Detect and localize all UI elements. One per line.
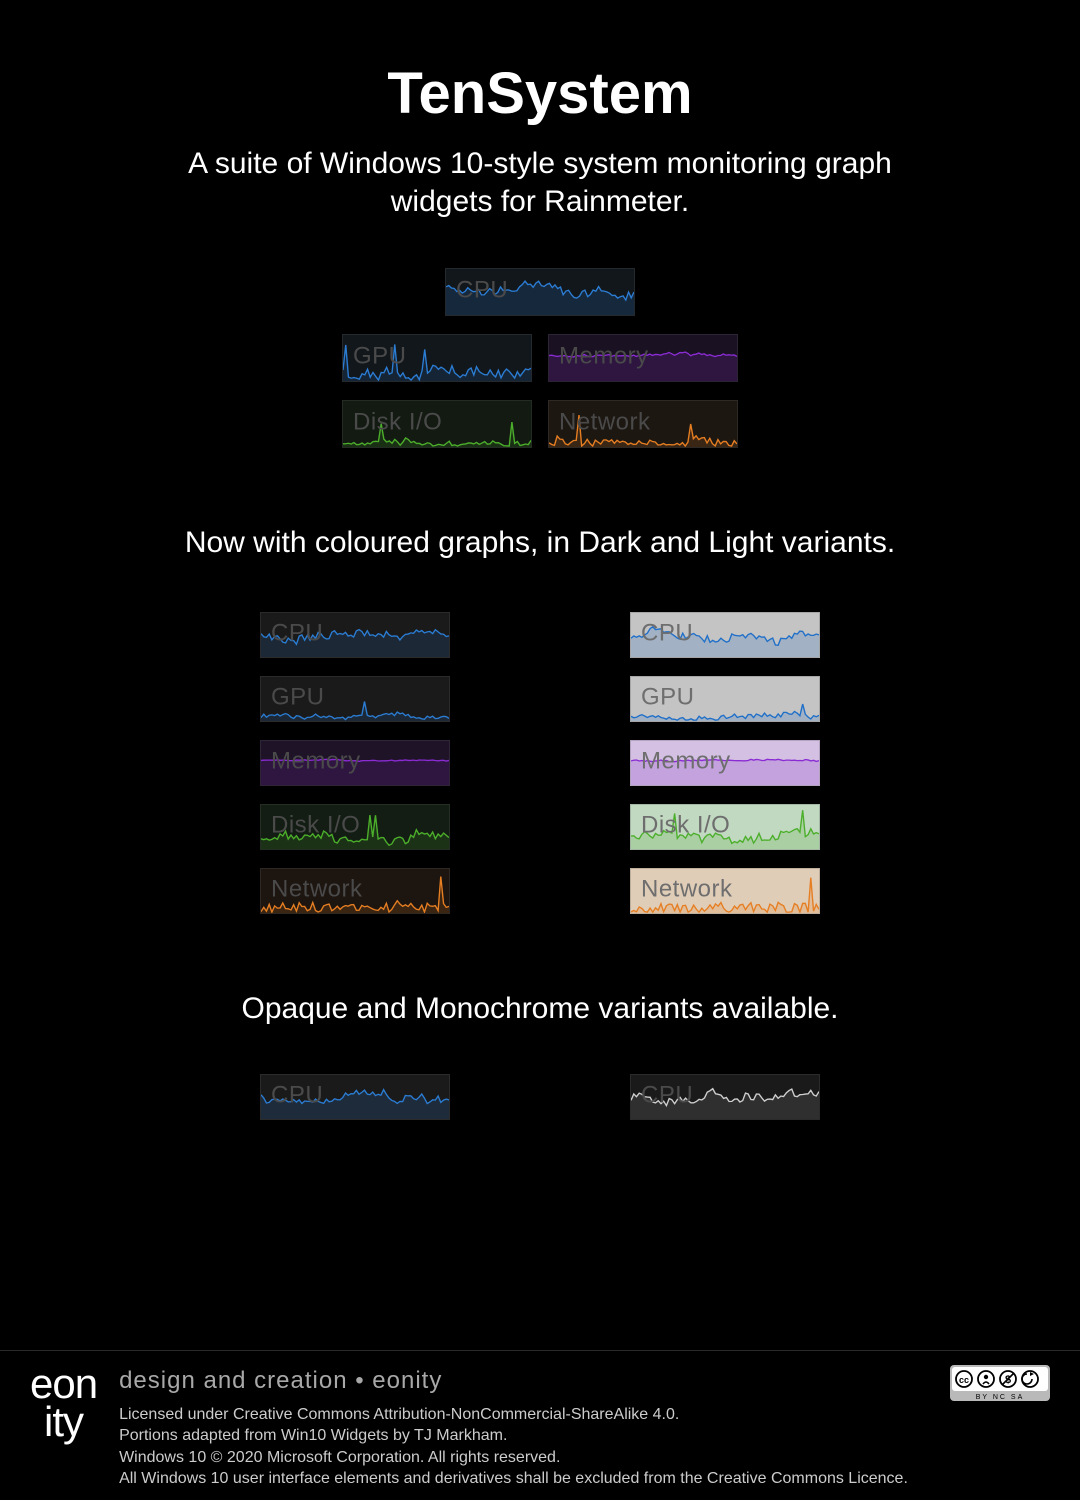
widget-label: Memory bbox=[559, 343, 649, 371]
widget-label: Disk I/O bbox=[353, 409, 442, 437]
cc-badge: cc $ BY NC SA bbox=[950, 1365, 1050, 1406]
footer: eon ity design and creation • eonity Lic… bbox=[0, 1350, 1080, 1500]
widget-label: Disk I/O bbox=[271, 812, 360, 840]
widget-cpu: CPU bbox=[445, 268, 635, 316]
widget-label: GPU bbox=[353, 343, 407, 371]
extra-variants-heading-text: Opaque and Monochrome variants available… bbox=[0, 992, 1080, 1026]
variants-heading-text: Now with coloured graphs, in Dark and Li… bbox=[0, 526, 1080, 560]
widget-label: CPU bbox=[271, 620, 323, 648]
extra-variants: CPU CPU bbox=[0, 1074, 1080, 1120]
extra-variants-heading: Opaque and Monochrome variants available… bbox=[0, 992, 1080, 1026]
widget-label: Memory bbox=[641, 748, 731, 776]
widget-label: CPU bbox=[641, 1082, 693, 1110]
svg-text:BY NC SA: BY NC SA bbox=[976, 1394, 1025, 1401]
widget-label: Network bbox=[559, 409, 651, 437]
widget-label: Network bbox=[271, 876, 363, 904]
widget-label: Network bbox=[641, 876, 733, 904]
widget-label: Memory bbox=[271, 748, 361, 776]
light-column: CPU GPU Memory Disk I/O Network bbox=[630, 612, 820, 914]
light-widget-cpu: CPU bbox=[630, 612, 820, 658]
footer-line: Windows 10 © 2020 Microsoft Corporation.… bbox=[119, 1447, 908, 1469]
variant-columns: CPU GPU Memory Disk I/O Network CPU GPU Memory… bbox=[0, 612, 1080, 914]
footer-byline: design and creation • eonity bbox=[119, 1365, 908, 1397]
dark-widget-memory: Memory bbox=[260, 740, 450, 786]
light-widget-network: Network bbox=[630, 868, 820, 914]
widget-label: CPU bbox=[456, 277, 508, 305]
eonity-logo: eon ity bbox=[30, 1365, 97, 1441]
widget-monochrome-cpu: CPU bbox=[630, 1074, 820, 1120]
footer-line: Licensed under Creative Commons Attribut… bbox=[119, 1404, 908, 1426]
hero-widgets: CPU GPU Memory Disk I/O Network bbox=[0, 268, 1080, 448]
widget-label: GPU bbox=[641, 684, 695, 712]
light-widget-memory: Memory bbox=[630, 740, 820, 786]
dark-widget-gpu: GPU bbox=[260, 676, 450, 722]
footer-credits: design and creation • eonity Licensed un… bbox=[119, 1365, 908, 1490]
widget-label: GPU bbox=[271, 684, 325, 712]
light-widget-gpu: GPU bbox=[630, 676, 820, 722]
widget-label: CPU bbox=[641, 620, 693, 648]
light-widget-disk: Disk I/O bbox=[630, 804, 820, 850]
widget-label: Disk I/O bbox=[641, 812, 730, 840]
footer-line: All Windows 10 user interface elements a… bbox=[119, 1468, 908, 1490]
page: TenSystem A suite of Windows 10-style sy… bbox=[0, 0, 1080, 1500]
header: TenSystem A suite of Windows 10-style sy… bbox=[0, 0, 1080, 220]
dark-widget-disk: Disk I/O bbox=[260, 804, 450, 850]
variants-heading: Now with coloured graphs, in Dark and Li… bbox=[0, 526, 1080, 560]
dark-widget-network: Network bbox=[260, 868, 450, 914]
page-title: TenSystem bbox=[0, 60, 1080, 127]
logo-line-2: ity bbox=[30, 1403, 97, 1441]
page-subtitle: A suite of Windows 10-style system monit… bbox=[160, 145, 920, 220]
svg-text:cc: cc bbox=[959, 1375, 969, 1385]
dark-column: CPU GPU Memory Disk I/O Network bbox=[260, 612, 450, 914]
widget-label: CPU bbox=[271, 1082, 323, 1110]
footer-line: Portions adapted from Win10 Widgets by T… bbox=[119, 1425, 908, 1447]
dark-widget-cpu: CPU bbox=[260, 612, 450, 658]
widget-opaque-cpu: CPU bbox=[260, 1074, 450, 1120]
